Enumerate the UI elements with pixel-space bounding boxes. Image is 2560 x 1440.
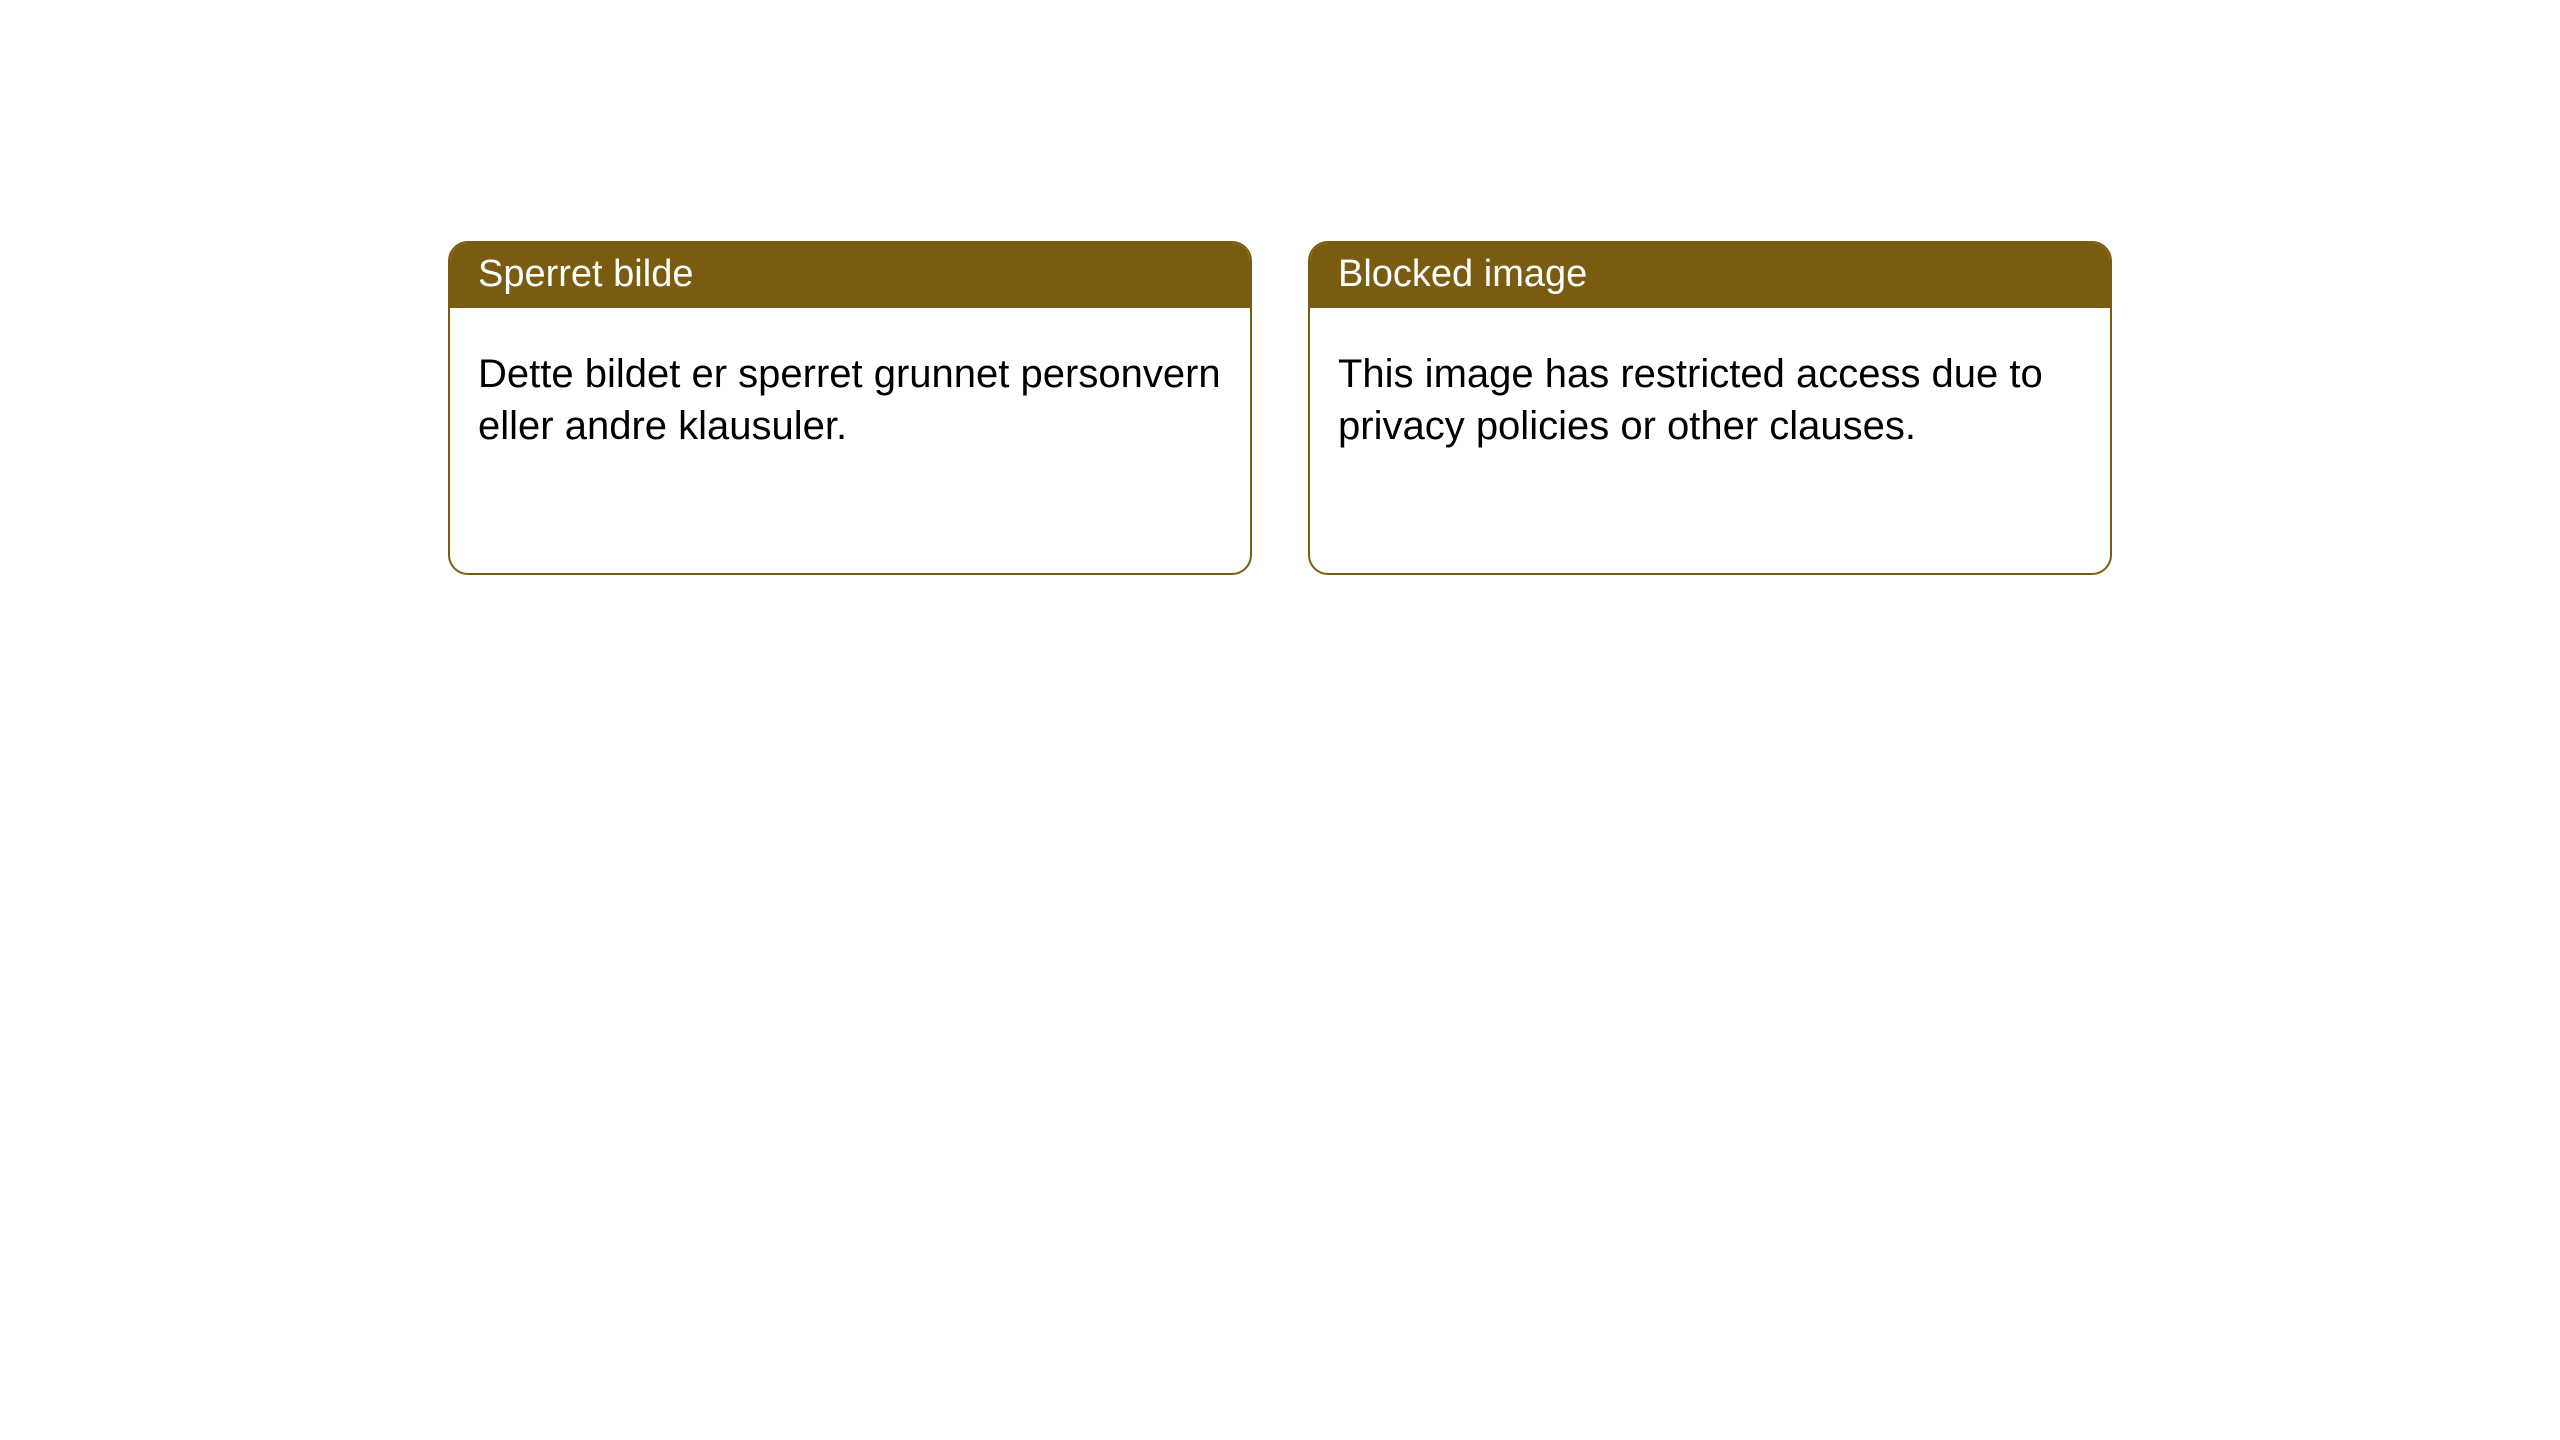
notice-card-norwegian: Sperret bilde Dette bildet er sperret gr… (448, 241, 1252, 575)
notice-card-english: Blocked image This image has restricted … (1308, 241, 2112, 575)
card-header: Blocked image (1310, 243, 2110, 308)
card-body: Dette bildet er sperret grunnet personve… (450, 308, 1250, 492)
card-body: This image has restricted access due to … (1310, 308, 2110, 492)
card-body-text: Dette bildet er sperret grunnet personve… (478, 352, 1221, 448)
card-header: Sperret bilde (450, 243, 1250, 308)
card-title: Blocked image (1338, 253, 1587, 295)
card-title: Sperret bilde (478, 253, 693, 295)
notice-cards-container: Sperret bilde Dette bildet er sperret gr… (0, 0, 2560, 575)
card-body-text: This image has restricted access due to … (1338, 352, 2043, 448)
